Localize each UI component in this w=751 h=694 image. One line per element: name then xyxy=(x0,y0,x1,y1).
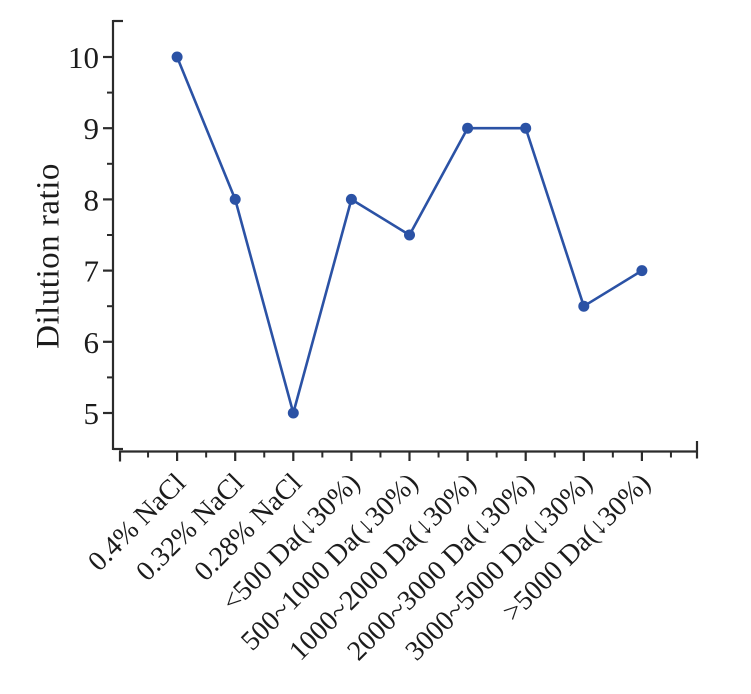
y-tick-label: 8 xyxy=(84,182,100,217)
y-tick-label: 6 xyxy=(84,325,100,360)
y-tick-label: 10 xyxy=(68,40,99,75)
data-point xyxy=(171,51,183,63)
data-point xyxy=(229,193,241,205)
data-point xyxy=(345,193,357,205)
data-point xyxy=(462,122,474,134)
data-point xyxy=(404,229,415,241)
y-axis-title: Dilution ratio xyxy=(30,163,67,349)
y-tick-label: 7 xyxy=(84,254,100,289)
data-point xyxy=(578,300,590,312)
data-point xyxy=(520,122,532,134)
y-tick-label: 5 xyxy=(84,396,100,431)
data-point xyxy=(287,407,299,419)
y-tick-label: 9 xyxy=(84,111,100,146)
data-point xyxy=(636,265,648,277)
